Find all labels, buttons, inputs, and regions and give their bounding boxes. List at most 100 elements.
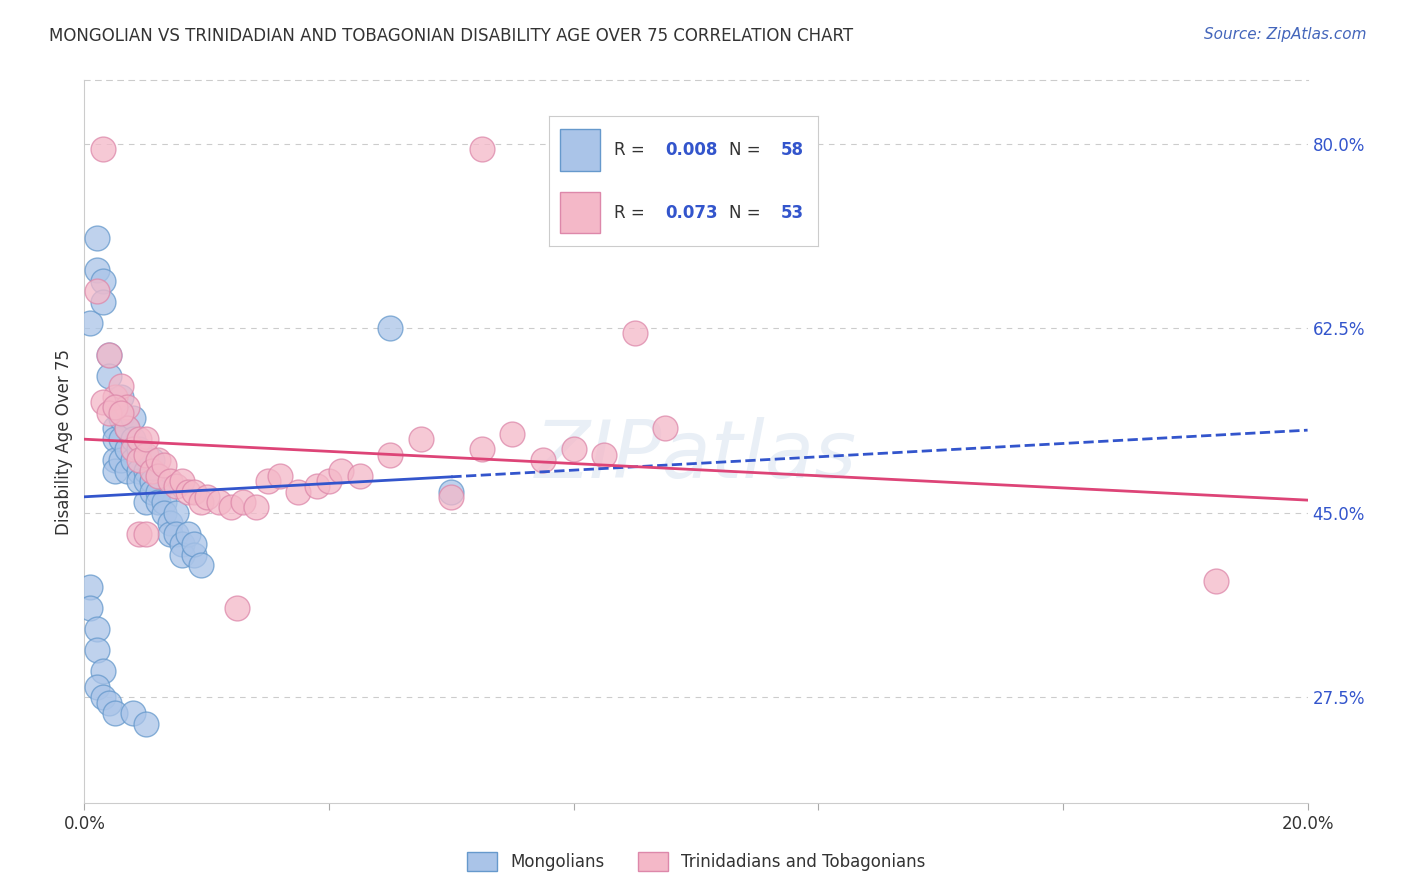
Point <box>115 421 138 435</box>
Point <box>219 500 242 515</box>
Point <box>440 490 463 504</box>
Point <box>128 474 150 488</box>
Point <box>153 495 176 509</box>
Point <box>593 448 616 462</box>
Point <box>159 516 181 531</box>
Point <box>1205 574 1227 589</box>
Point <box>471 142 494 156</box>
Point <box>531 453 554 467</box>
Point <box>86 263 108 277</box>
Point <box>654 421 676 435</box>
Text: Source: ZipAtlas.com: Source: ZipAtlas.com <box>1204 27 1367 42</box>
Point <box>318 474 340 488</box>
Point <box>104 464 127 478</box>
Point <box>110 379 132 393</box>
Point <box>91 294 114 309</box>
Point <box>86 284 108 298</box>
Point <box>190 558 212 573</box>
Point <box>380 448 402 462</box>
Point <box>226 600 249 615</box>
Point <box>128 453 150 467</box>
Point <box>471 442 494 457</box>
Point <box>115 464 138 478</box>
Point <box>86 231 108 245</box>
Point <box>135 495 157 509</box>
Point <box>172 548 194 562</box>
Point <box>165 479 187 493</box>
Point <box>380 321 402 335</box>
Point <box>104 421 127 435</box>
Point <box>177 526 200 541</box>
Point <box>91 274 114 288</box>
Point <box>97 696 120 710</box>
Point <box>502 426 524 441</box>
Point <box>195 490 218 504</box>
Point <box>122 706 145 720</box>
Point <box>128 442 150 457</box>
Point <box>190 495 212 509</box>
Point <box>91 690 114 705</box>
Point <box>172 537 194 551</box>
Point <box>110 390 132 404</box>
Text: ZIPatlas: ZIPatlas <box>534 417 858 495</box>
Point <box>159 526 181 541</box>
Point <box>135 474 157 488</box>
Y-axis label: Disability Age Over 75: Disability Age Over 75 <box>55 349 73 534</box>
Point <box>269 468 291 483</box>
Point <box>135 464 157 478</box>
Point <box>135 716 157 731</box>
Point <box>79 600 101 615</box>
Point <box>141 453 163 467</box>
Point <box>115 442 138 457</box>
Point <box>440 484 463 499</box>
Point <box>104 401 127 415</box>
Point <box>86 643 108 657</box>
Point <box>115 421 138 435</box>
Point <box>104 706 127 720</box>
Point <box>104 390 127 404</box>
Point <box>110 410 132 425</box>
Point <box>104 401 127 415</box>
Point <box>183 537 205 551</box>
Point <box>97 347 120 361</box>
Point <box>128 526 150 541</box>
Point <box>287 484 309 499</box>
Point <box>122 432 145 446</box>
Point <box>115 401 138 415</box>
Point <box>177 484 200 499</box>
Point <box>79 580 101 594</box>
Point <box>146 495 169 509</box>
Point <box>232 495 254 509</box>
Point <box>128 432 150 446</box>
Point <box>330 464 353 478</box>
Point <box>122 453 145 467</box>
Point <box>245 500 267 515</box>
Point <box>104 432 127 446</box>
Legend: Mongolians, Trinidadians and Tobagonians: Mongolians, Trinidadians and Tobagonians <box>460 845 932 878</box>
Point <box>141 484 163 499</box>
Point <box>91 142 114 156</box>
Point <box>91 395 114 409</box>
Point <box>146 484 169 499</box>
Text: MONGOLIAN VS TRINIDADIAN AND TOBAGONIAN DISABILITY AGE OVER 75 CORRELATION CHART: MONGOLIAN VS TRINIDADIAN AND TOBAGONIAN … <box>49 27 853 45</box>
Point <box>141 464 163 478</box>
Point <box>624 326 647 341</box>
Point <box>159 474 181 488</box>
Point <box>104 453 127 467</box>
Point <box>141 474 163 488</box>
Point <box>135 526 157 541</box>
Point <box>128 464 150 478</box>
Point <box>208 495 231 509</box>
Point <box>562 442 585 457</box>
Point <box>79 316 101 330</box>
Point <box>97 347 120 361</box>
Point <box>110 453 132 467</box>
Point <box>172 474 194 488</box>
Point <box>257 474 280 488</box>
Point <box>165 526 187 541</box>
Point <box>110 432 132 446</box>
Point <box>122 410 145 425</box>
Point <box>146 468 169 483</box>
Point <box>110 405 132 419</box>
Point <box>183 548 205 562</box>
